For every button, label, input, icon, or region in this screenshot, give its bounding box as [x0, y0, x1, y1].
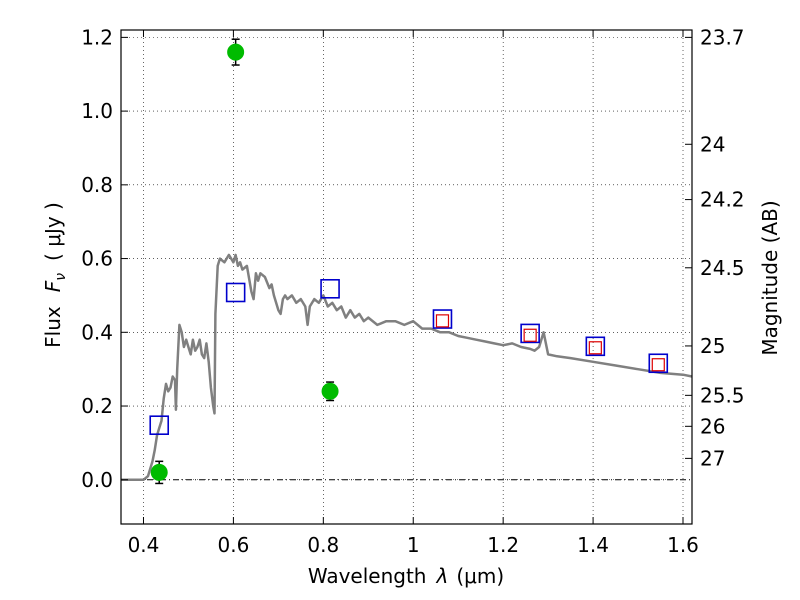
y-tick-label: 0.0 — [81, 468, 113, 492]
sed-model-line — [121, 253, 693, 482]
right-tick-label: 24 — [700, 132, 725, 156]
x-tick-label: 0.8 — [307, 533, 339, 557]
detection-point — [227, 43, 245, 61]
detection-point — [321, 382, 339, 400]
right-tick-label: 23.7 — [700, 25, 745, 49]
y-axis-ticks: 0.0 0.2 0.4 0.6 0.8 1.0 1.2 — [81, 25, 128, 492]
model-photometry-square — [149, 415, 170, 436]
y-tick-label: 1.0 — [81, 99, 113, 123]
model-photometry-square — [648, 353, 669, 374]
x-tick-label: 1.2 — [487, 533, 519, 557]
sed-model-curve — [121, 253, 693, 482]
x-axis-label: Wavelength λ (μm) — [308, 564, 504, 588]
y-tick-label: 0.8 — [81, 173, 113, 197]
error-bars — [155, 38, 335, 485]
x-axis-ticks: 0.4 0.6 0.8 1 1.2 1.4 1.6 — [128, 30, 699, 557]
markers — [149, 43, 669, 481]
y-tick-label: 0.6 — [81, 247, 113, 271]
right-tick-label: 25.5 — [700, 383, 745, 407]
plot-frame — [120, 29, 693, 525]
right-tick-label: 27 — [700, 446, 725, 470]
right-axis-label: Magnitude (AB) — [758, 200, 782, 355]
right-tick-label: 24.5 — [700, 256, 745, 280]
x-tick-label: 0.4 — [128, 533, 160, 557]
observed-photometry-square — [651, 358, 665, 372]
x-tick-label: 1.4 — [577, 533, 609, 557]
observed-photometry-square — [523, 328, 537, 342]
right-tick-label: 24.2 — [700, 188, 745, 212]
y-axis-label: FluxFν( μJy ) — [41, 202, 69, 348]
right-tick-label: 26 — [700, 414, 725, 438]
observed-photometry-square — [435, 314, 450, 328]
detection-point — [150, 463, 168, 481]
right-tick-label: 25 — [700, 334, 725, 358]
y-tick-label: 0.4 — [81, 320, 113, 344]
x-tick-label: 1 — [407, 533, 420, 557]
y-tick-label: 0.2 — [81, 394, 113, 418]
y-tick-label: 1.2 — [81, 25, 113, 49]
model-photometry-square — [520, 323, 540, 344]
right-axis-ticks: 23.7 24 24.2 24.5 25 25.5 26 27 — [685, 25, 745, 470]
x-tick-label: 1.6 — [667, 533, 699, 557]
model-photometry-square — [320, 278, 340, 299]
observed-photometry-square — [588, 341, 602, 355]
x-tick-label: 0.6 — [217, 533, 249, 557]
model-photometry-square — [225, 282, 246, 303]
grid — [121, 30, 692, 524]
model-photometry-square — [432, 309, 453, 329]
model-photometry-square — [585, 336, 606, 357]
